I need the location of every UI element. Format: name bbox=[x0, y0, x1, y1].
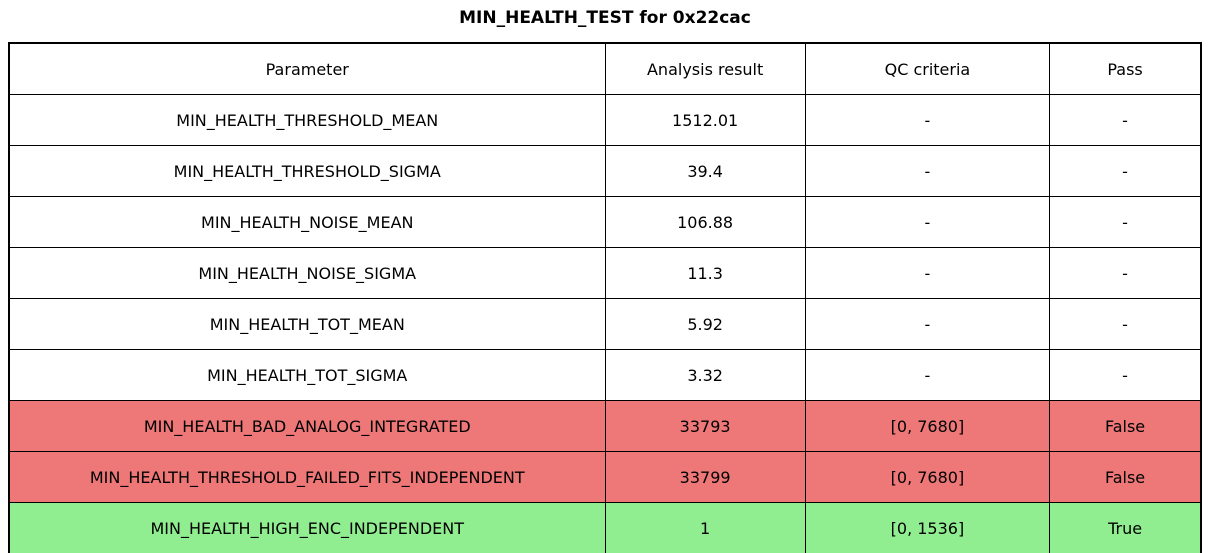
table-row: MIN_HEALTH_THRESHOLD_SIGMA 39.4- - bbox=[8, 145, 1202, 197]
result-cell: 5.92 bbox=[604, 298, 806, 350]
table-body: MIN_HEALTH_THRESHOLD_MEAN 1512.01- - MIN_HE… bbox=[8, 94, 1202, 553]
parameter-cell: MIN_HEALTH_THRESHOLD_MEAN bbox=[8, 94, 606, 146]
table-row: MIN_HEALTH_TOT_SIGMA 3.32- - bbox=[8, 349, 1202, 401]
qc-cell: - bbox=[804, 349, 1051, 401]
table-header: Parameter Analysis result QC criteria Pass bbox=[8, 42, 1202, 95]
qc-cell: - bbox=[804, 298, 1051, 350]
pass-cell: - bbox=[1049, 349, 1202, 401]
parameter-cell: MIN_HEALTH_TOT_MEAN bbox=[8, 298, 606, 350]
pass-cell: False bbox=[1049, 451, 1202, 503]
parameter-cell: MIN_HEALTH_NOISE_SIGMA bbox=[8, 247, 606, 299]
table-row: MIN_HEALTH_NOISE_SIGMA 11.3- - bbox=[8, 247, 1202, 299]
qc-cell: - bbox=[804, 196, 1051, 248]
parameter-cell: MIN_HEALTH_TOT_SIGMA bbox=[8, 349, 606, 401]
result-cell: 33799 bbox=[604, 451, 806, 503]
parameter-cell: MIN_HEALTH_THRESHOLD_SIGMA bbox=[8, 145, 606, 197]
qc-results-table: Parameter Analysis result QC criteria Pass … bbox=[8, 42, 1202, 553]
parameter-cell: MIN_HEALTH_HIGH_ENC_INDEPENDENT bbox=[8, 502, 606, 553]
result-cell: 11.3 bbox=[604, 247, 806, 299]
qc-cell: [0, 1536] bbox=[804, 502, 1051, 553]
column-header: Pass bbox=[1049, 42, 1202, 95]
table-row: MIN_HEALTH_HIGH_ENC_INDEPENDENT 1 [0, 1536… bbox=[8, 502, 1202, 553]
qc-cell: - bbox=[804, 145, 1051, 197]
result-cell: 39.4 bbox=[604, 145, 806, 197]
qc-cell: - bbox=[804, 94, 1051, 146]
table-row: MIN_HEALTH_THRESHOLD_FAILED_FITS_INDEPEN… bbox=[8, 451, 1202, 503]
result-cell: 1 bbox=[604, 502, 806, 553]
pass-cell: True bbox=[1049, 502, 1202, 553]
table-row: MIN_HEALTH_TOT_MEAN 5.92- - bbox=[8, 298, 1202, 350]
table-row: MIN_HEALTH_THRESHOLD_MEAN 1512.01- - bbox=[8, 94, 1202, 146]
pass-cell: - bbox=[1049, 196, 1202, 248]
pass-cell: - bbox=[1049, 298, 1202, 350]
pass-cell: - bbox=[1049, 247, 1202, 299]
table-row: MIN_HEALTH_NOISE_MEAN 106.88- - bbox=[8, 196, 1202, 248]
parameter-cell: MIN_HEALTH_THRESHOLD_FAILED_FITS_INDEPEN… bbox=[8, 451, 606, 503]
qc-cell: [0, 7680] bbox=[804, 451, 1051, 503]
qc-cell: [0, 7680] bbox=[804, 400, 1051, 452]
result-cell: 3.32 bbox=[604, 349, 806, 401]
pass-cell: - bbox=[1049, 145, 1202, 197]
result-cell: 106.88 bbox=[604, 196, 806, 248]
qc-cell: - bbox=[804, 247, 1051, 299]
pass-cell: False bbox=[1049, 400, 1202, 452]
page-title: MIN_HEALTH_TEST for 0x22cac bbox=[459, 8, 751, 28]
result-cell: 33793 bbox=[604, 400, 806, 452]
column-header: QC criteria bbox=[804, 42, 1051, 95]
parameter-cell: MIN_HEALTH_BAD_ANALOG_INTEGRATED bbox=[8, 400, 606, 452]
parameter-cell: MIN_HEALTH_NOISE_MEAN bbox=[8, 196, 606, 248]
pass-cell: - bbox=[1049, 94, 1202, 146]
table-row: MIN_HEALTH_BAD_ANALOG_INTEGRATED 33793 [0,… bbox=[8, 400, 1202, 452]
column-header: Parameter bbox=[8, 42, 606, 95]
header-row: Parameter Analysis result QC criteria Pass bbox=[8, 42, 1202, 95]
result-cell: 1512.01 bbox=[604, 94, 806, 146]
column-header: Analysis result bbox=[604, 42, 806, 95]
